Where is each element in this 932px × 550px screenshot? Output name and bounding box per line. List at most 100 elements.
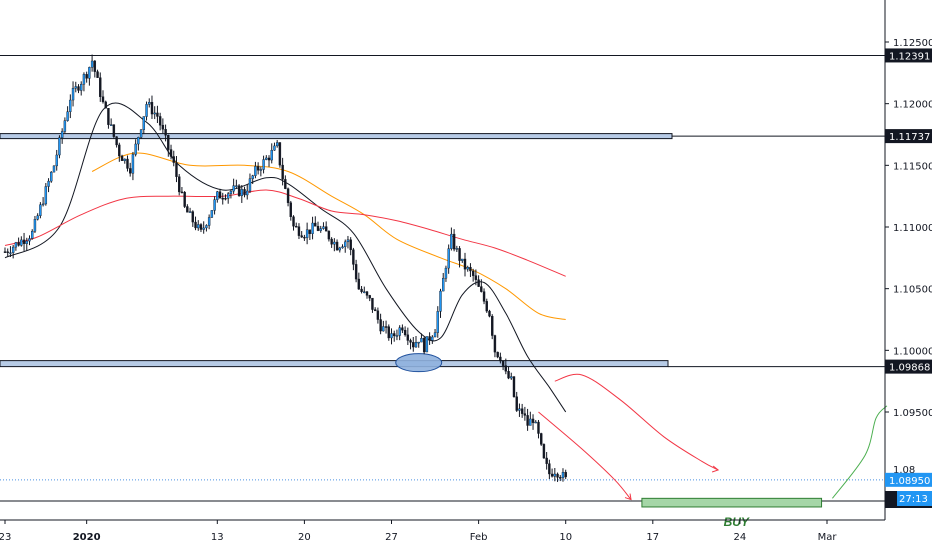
projection-arrow-green[interactable] — [832, 405, 888, 499]
candle-body — [529, 418, 532, 426]
candle-body — [376, 310, 380, 320]
candle-body — [202, 227, 205, 230]
buy-zone[interactable] — [641, 497, 823, 508]
candle-body — [308, 229, 312, 234]
candle-body — [126, 158, 129, 169]
candle-body — [256, 166, 260, 171]
candle-body — [523, 413, 527, 416]
candle-body — [69, 99, 72, 112]
candle-body — [284, 179, 287, 189]
candle-body — [458, 248, 461, 261]
support-test-marker[interactable] — [395, 353, 443, 373]
time-axis-label: 20 — [298, 532, 311, 543]
candle-body — [409, 340, 412, 343]
candle-body — [395, 335, 399, 337]
candle-body — [226, 193, 230, 199]
ma-line-sma_fast[interactable] — [4, 102, 567, 413]
candle-body — [107, 108, 110, 125]
candle-body — [344, 241, 347, 247]
price-badge-resistance-mid-bg — [885, 129, 932, 144]
candle-body — [164, 129, 167, 136]
candle-body — [352, 249, 355, 265]
candle-body — [442, 277, 445, 292]
candle-body — [414, 342, 418, 348]
candle-body — [324, 226, 328, 232]
candle-body — [229, 190, 233, 194]
price-axis-label: 1.10500 — [893, 285, 932, 296]
candle-body — [316, 226, 320, 231]
time-axis-label: 13 — [211, 532, 224, 543]
candle-body — [311, 222, 314, 234]
projection-arrow-red-lower[interactable] — [538, 411, 632, 500]
candle-body — [139, 129, 143, 138]
candle-body — [188, 211, 192, 213]
candle-body — [420, 338, 423, 343]
candle-body — [531, 418, 535, 423]
candle-body — [31, 231, 34, 239]
candle-body — [417, 341, 420, 344]
candle-body — [452, 233, 456, 250]
candle-body — [403, 330, 407, 336]
resistance-zone[interactable] — [0, 133, 673, 140]
candle-body — [270, 149, 273, 161]
candle-body — [286, 188, 290, 203]
candle-body — [466, 267, 469, 270]
candle-body — [28, 238, 31, 242]
candle-body — [14, 242, 18, 248]
candle-body — [477, 279, 480, 287]
candle-body — [158, 116, 162, 126]
candle-body — [382, 326, 385, 332]
price-axis-label: 1.09500 — [893, 408, 932, 419]
time-axis[interactable]: 23 2020 13 20 27 Feb 10 17 24 Mar — [0, 519, 885, 543]
candle-body — [504, 365, 508, 372]
candle-body — [485, 301, 488, 312]
candle-body — [224, 198, 227, 200]
candle-body — [550, 473, 554, 477]
candle-body — [406, 334, 410, 341]
projection-arrow-red-upper[interactable] — [554, 373, 719, 471]
support-zone[interactable] — [0, 360, 669, 368]
candle-body — [213, 199, 216, 211]
candle-body — [235, 185, 238, 187]
candle-body — [564, 472, 567, 478]
candle-body — [341, 246, 344, 249]
candle-body — [433, 332, 437, 338]
time-axis-label: 24 — [734, 532, 747, 543]
candle-body — [199, 224, 203, 230]
candle-body — [333, 241, 336, 245]
price-axis-label: 1.11500 — [893, 161, 932, 172]
candle-body — [300, 235, 303, 238]
arrow-head-icon — [624, 493, 632, 501]
candles — [3, 54, 567, 482]
candle-body — [379, 319, 382, 332]
candle-body — [384, 326, 388, 328]
candle-body — [63, 120, 67, 132]
price-axis-label: 1.10000 — [893, 346, 932, 357]
candle-body — [262, 159, 265, 170]
candle-body — [297, 226, 301, 236]
candle-body — [243, 189, 246, 196]
plot-area[interactable]: BUY — [0, 54, 888, 529]
candle-body — [314, 222, 317, 227]
candle-body — [368, 295, 371, 299]
candle-body — [267, 157, 271, 161]
candle-body — [172, 156, 175, 163]
candle-body — [207, 217, 211, 226]
candle-body — [120, 155, 124, 161]
candle-body — [142, 116, 146, 130]
candle-body — [112, 124, 116, 137]
candle-body — [450, 233, 453, 249]
candle-body — [169, 149, 173, 157]
price-axis[interactable]: 1.12500 1.12000 1.11500 1.11000 1.10500 1.100… — [884, 0, 932, 520]
candle-body — [153, 112, 156, 115]
candle-body — [11, 246, 15, 253]
candle-body — [96, 71, 99, 78]
candle-body — [373, 309, 377, 312]
buy-label: BUY — [724, 515, 750, 529]
candle-body — [482, 291, 486, 302]
ma-line-sma_slow[interactable] — [4, 189, 566, 277]
candle-body — [137, 137, 140, 145]
candle-body — [55, 154, 58, 167]
candle-body — [161, 124, 165, 130]
